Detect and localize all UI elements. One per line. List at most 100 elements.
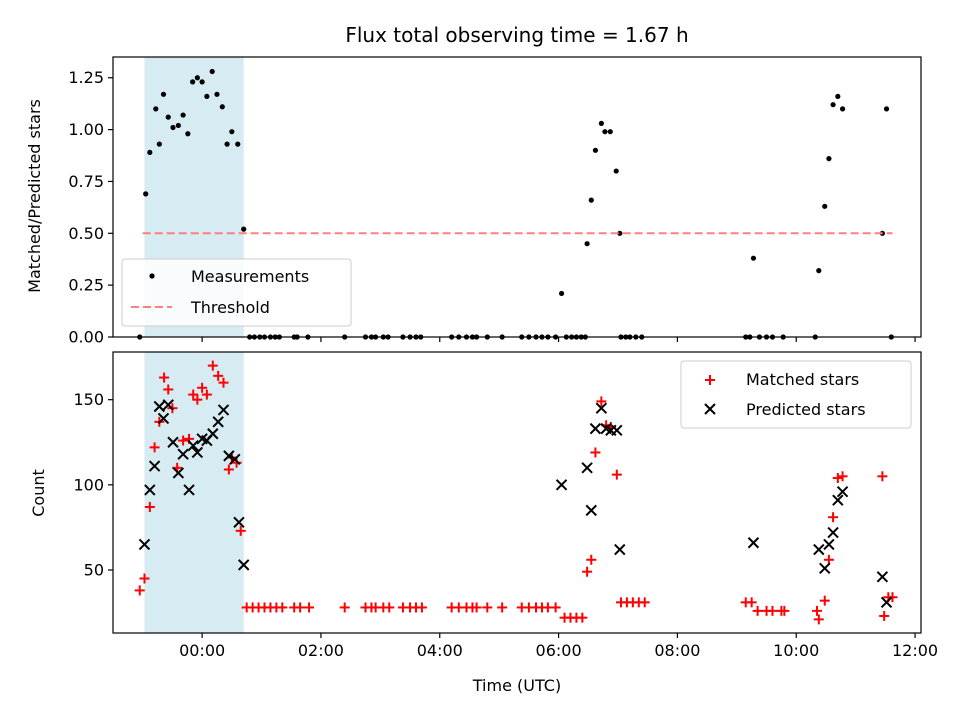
predicted-star-point (747, 537, 760, 549)
legend-label-threshold: Threshold (190, 298, 270, 317)
predicted-star-point (153, 400, 166, 413)
predicted-star-mark (223, 450, 235, 462)
measurement-point (235, 141, 241, 147)
legend: Measurements Threshold (121, 258, 352, 327)
measurement-point (229, 129, 235, 135)
matched-star-point (813, 614, 824, 625)
matched-star-point (231, 457, 242, 468)
predicted-star-mark (212, 416, 224, 428)
predicted-star-mark (595, 402, 608, 414)
matched-star-point (384, 602, 395, 613)
legend-marker-predicted (704, 403, 716, 415)
measurement-point (175, 122, 181, 129)
measurement-point (153, 106, 159, 112)
predicted-star-mark (138, 538, 151, 551)
predicted-star-mark (153, 400, 166, 413)
legend-label-measurements: Measurements (191, 267, 309, 286)
measurement-point (204, 93, 210, 100)
measurement-point (607, 129, 613, 135)
matched-star-point (639, 597, 650, 608)
predicted-star-mark (880, 596, 893, 609)
y-tick-label: 1.25 (68, 68, 104, 87)
predicted-star-point (880, 596, 893, 609)
matched-star-point (752, 605, 763, 616)
legend-label-predicted: Predicted stars (746, 400, 866, 419)
matched-star-point (550, 602, 561, 613)
legend-marker-measurements (149, 273, 155, 279)
series-group (134, 360, 898, 625)
matched-star-point (144, 501, 155, 512)
predicted-star-mark (614, 543, 626, 556)
predicted-star-mark (836, 485, 849, 498)
predicted-star-point (827, 526, 839, 539)
predicted-star-point (167, 436, 179, 448)
measurement-point (822, 203, 828, 209)
matched-star-point (218, 377, 229, 388)
measurement-point (588, 197, 594, 203)
matched-star-point (188, 389, 199, 400)
matched-star-point (586, 554, 597, 565)
predicted-star-mark (237, 559, 250, 571)
predicted-star-mark (813, 543, 825, 556)
matched-star-point (471, 602, 482, 613)
predicted-star-point (207, 428, 219, 440)
bottom-panel: 50 100 150 00:00 02:00 04:00 06:00 08:00 10:00 12… (73, 351, 938, 660)
y-tick-label: 50 (84, 560, 104, 579)
axes-frame (112, 56, 922, 338)
predicted-star-point (212, 416, 224, 428)
measurement-point (190, 79, 196, 85)
measurement-point (617, 230, 623, 236)
measurement-point (209, 68, 215, 75)
matched-star-point (295, 602, 306, 613)
matched-star-point (879, 610, 890, 621)
predicted-star-mark (819, 562, 831, 574)
predicted-star-mark (555, 479, 568, 491)
measurement-point (165, 114, 171, 120)
predicted-star-point (614, 543, 626, 556)
measurement-point (185, 131, 191, 137)
legend-box (121, 258, 352, 327)
predicted-star-point (876, 571, 889, 583)
measurement-point (160, 91, 167, 97)
measurement-point (558, 290, 565, 297)
predicted-star-mark (600, 422, 612, 435)
predicted-star-point (585, 504, 597, 517)
legend-label-matched: Matched stars (746, 370, 859, 389)
matched-star-point (887, 592, 898, 603)
measurement-point (156, 141, 162, 147)
measurement-point (826, 156, 832, 162)
predicted-star-point (595, 402, 608, 414)
measurement-point (602, 129, 608, 135)
measurement-point (170, 124, 176, 131)
predicted-star-mark (876, 571, 889, 583)
y-tick-label: 0.75 (68, 172, 104, 191)
matched-star-point (277, 602, 288, 613)
predicted-star-point (183, 484, 195, 496)
top-panel: 0.00 0.25 0.50 0.75 1.00 1.25 Measurements Thre… (68, 56, 922, 347)
matched-star-point (482, 602, 493, 613)
matched-star-point (197, 382, 208, 393)
measurement-point (816, 268, 822, 274)
predicted-star-mark (191, 446, 204, 459)
measurement-point (750, 255, 757, 261)
predicted-star-point (191, 446, 204, 459)
measurement-point (835, 93, 841, 100)
matched-star-point (134, 585, 145, 596)
predicted-star-mark (611, 424, 623, 437)
predicted-star-point (172, 467, 185, 479)
predicted-star-mark (148, 460, 161, 472)
measurement-point (584, 241, 590, 247)
measurement-point (224, 141, 230, 147)
measurement-point (143, 191, 149, 197)
predicted-star-point (832, 494, 844, 506)
predicted-star-point (162, 399, 174, 411)
matched-star-point (339, 602, 350, 613)
measurement-point (194, 75, 200, 81)
measurement-point (214, 91, 220, 97)
predicted-star-mark (589, 422, 602, 435)
legend-box (680, 360, 912, 429)
predicted-star-mark (196, 433, 208, 445)
matched-star-point (304, 602, 315, 613)
matched-star-point (178, 435, 189, 446)
